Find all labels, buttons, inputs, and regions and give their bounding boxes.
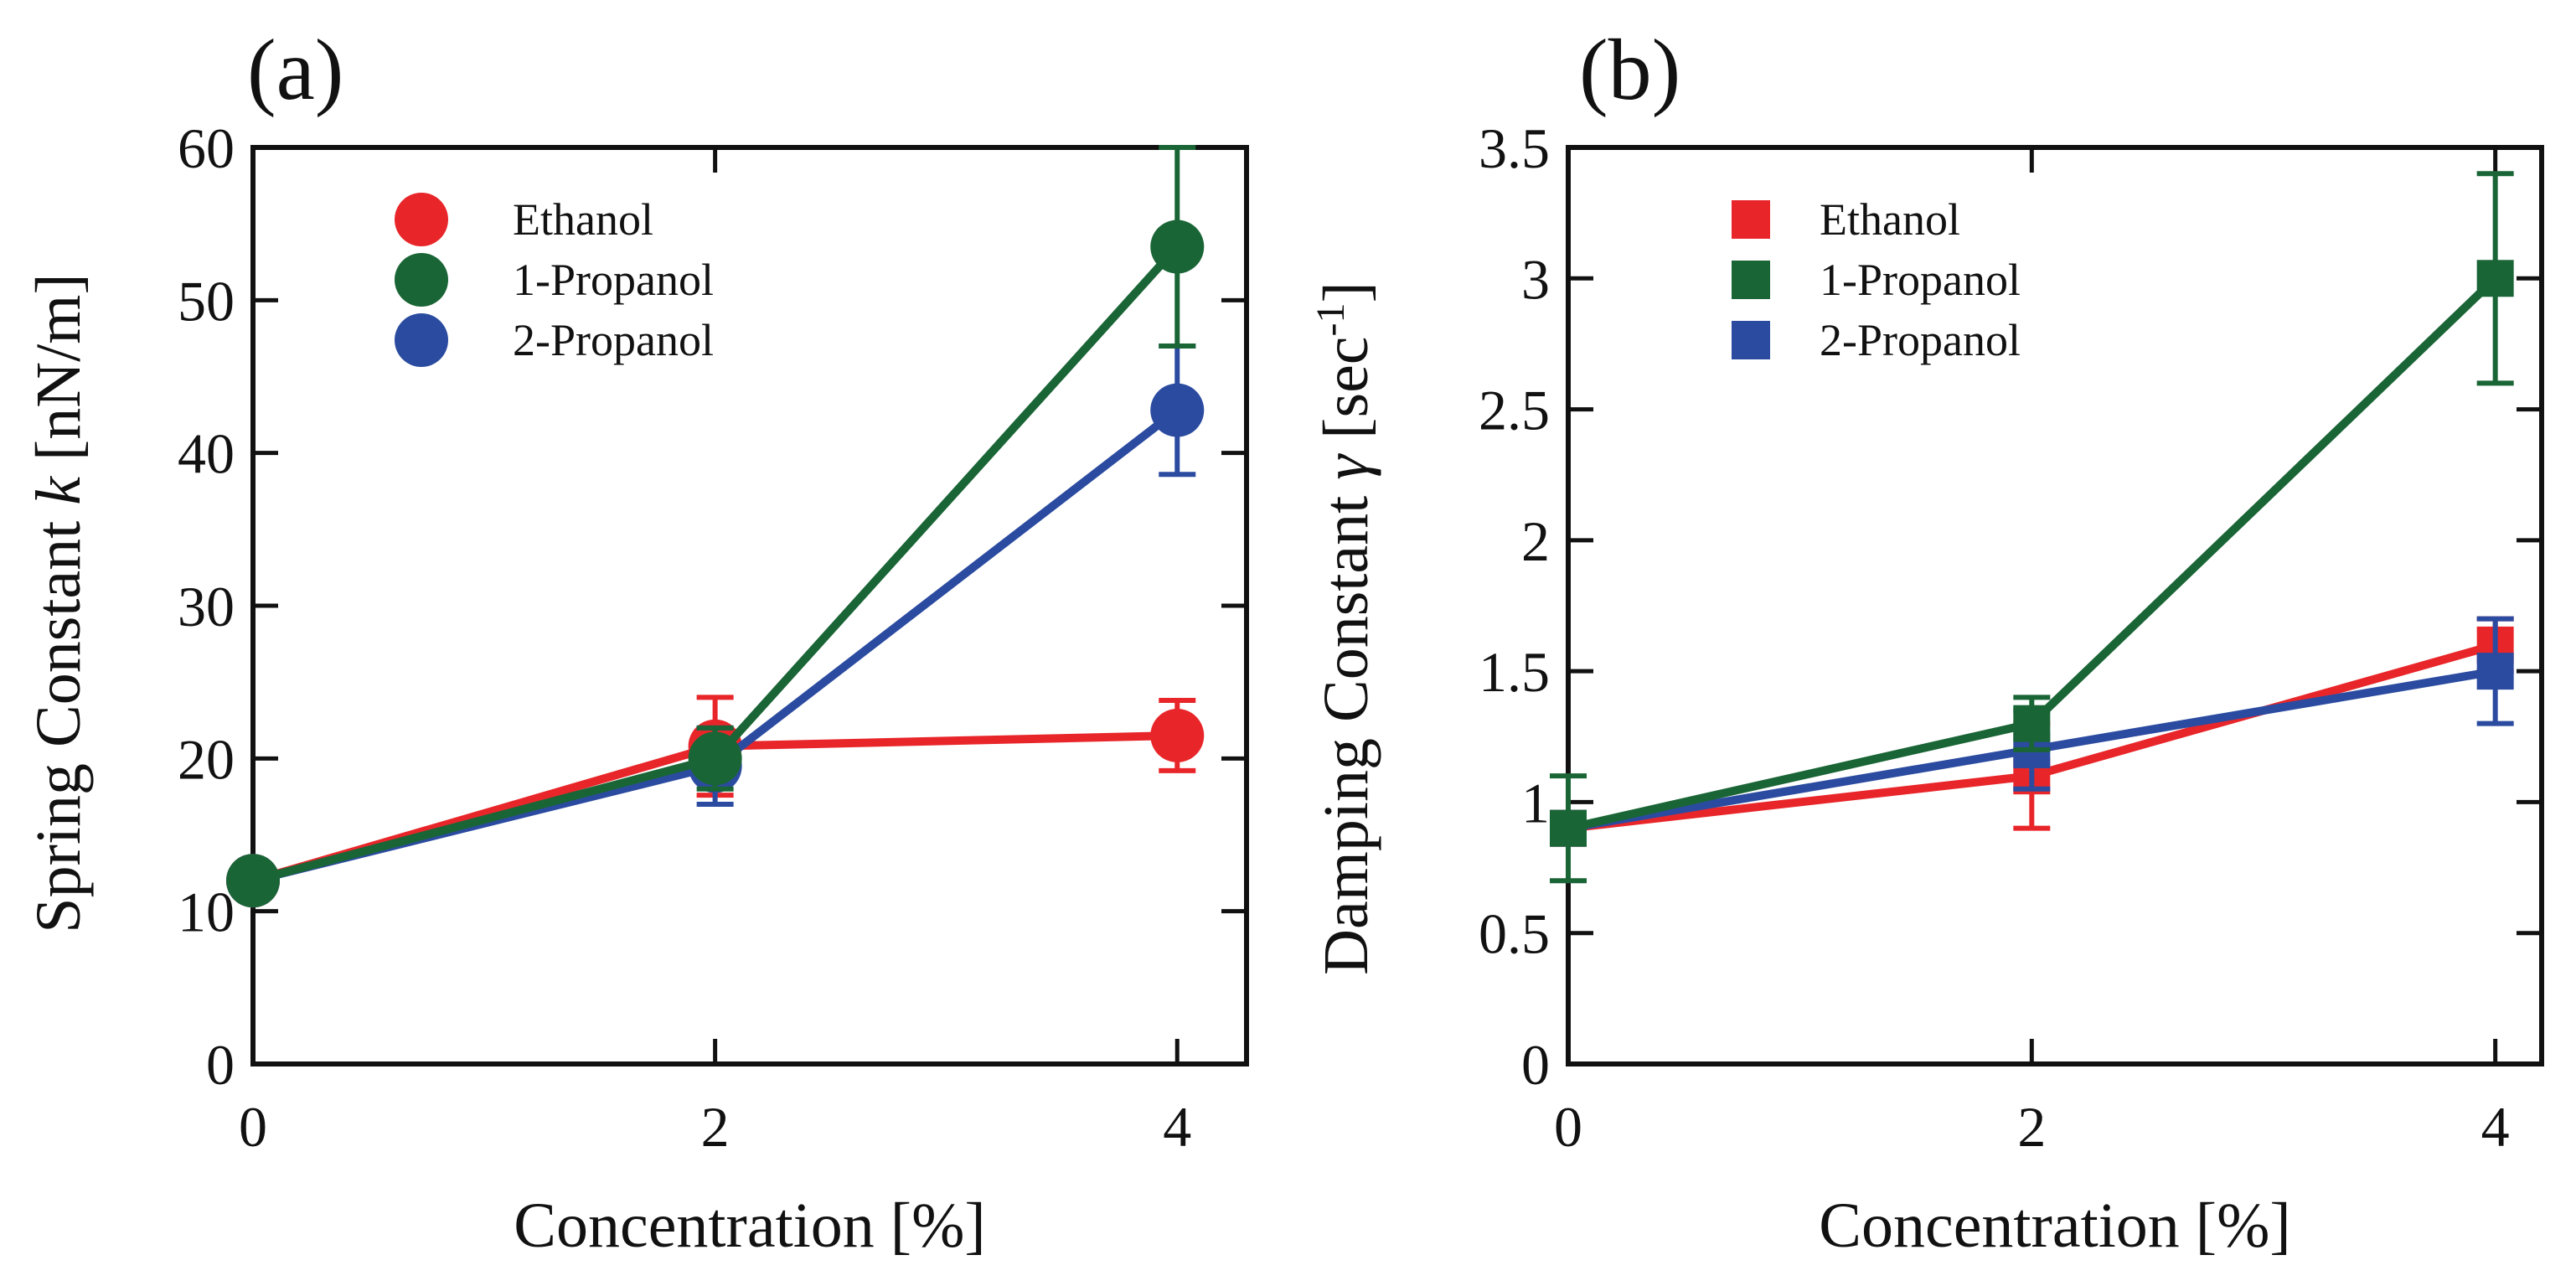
legend-label-2-propanol: 2-Propanol bbox=[1820, 315, 2021, 365]
y-tick-label: 2 bbox=[1521, 509, 1550, 573]
data-point-2-propanol bbox=[1150, 383, 1205, 437]
y-axis-title: Spring Constant k [nN/m] bbox=[23, 273, 94, 932]
legend-label-1-propanol: 1-Propanol bbox=[1820, 255, 2021, 305]
y-tick-label: 1.5 bbox=[1479, 640, 1550, 704]
x-tick-label: 0 bbox=[239, 1095, 267, 1159]
legend-marker-2-propanol bbox=[395, 313, 448, 367]
data-point-1-propanol bbox=[1550, 809, 1587, 847]
data-point-2-propanol bbox=[2476, 653, 2514, 690]
y-tick-label: 2.5 bbox=[1479, 379, 1550, 442]
y-tick-label: 1 bbox=[1521, 771, 1550, 834]
data-point-1-propanol bbox=[226, 854, 280, 908]
x-tick-label: 4 bbox=[2481, 1095, 2510, 1159]
y-tick-label: 10 bbox=[178, 881, 235, 944]
legend-label-ethanol: Ethanol bbox=[513, 194, 653, 245]
x-tick-label: 0 bbox=[1554, 1095, 1582, 1159]
x-tick-label: 2 bbox=[701, 1095, 730, 1159]
y-tick-label: 20 bbox=[178, 727, 235, 791]
panel-label: (a) bbox=[247, 22, 343, 118]
legend-marker-1-propanol bbox=[395, 253, 448, 307]
y-tick-label: 0.5 bbox=[1479, 902, 1550, 966]
panel-b: (b) 0 0.5 1 1.5 2 2.5 3 3.5 0 2 4 Concentration [%] D… bbox=[1309, 22, 2544, 1261]
data-point-1-propanol bbox=[2013, 705, 2051, 742]
y-tick-label: 40 bbox=[178, 422, 235, 486]
x-tick-label: 2 bbox=[2017, 1095, 2046, 1159]
legend-label-1-propanol: 1-Propanol bbox=[513, 255, 714, 305]
panel-label: (b) bbox=[1579, 22, 1680, 118]
y-tick-label: 30 bbox=[178, 575, 235, 638]
y-tick-label: 0 bbox=[206, 1033, 235, 1097]
y-axis-title: Damping Constant γ [sec-1] bbox=[1309, 281, 1381, 975]
data-point-1-propanol bbox=[1150, 219, 1205, 274]
data-point-1-propanol bbox=[2476, 260, 2514, 297]
x-axis-title: Concentration [%] bbox=[514, 1190, 985, 1261]
legend-marker-ethanol bbox=[1732, 200, 1770, 239]
plot-frame bbox=[1566, 145, 2544, 1067]
y-tick-label: 60 bbox=[178, 116, 235, 180]
x-tick-label: 4 bbox=[1163, 1095, 1191, 1159]
x-axis-title: Concentration [%] bbox=[1819, 1190, 2290, 1261]
y-tick-label: 3 bbox=[1521, 247, 1550, 311]
y-tick-label: 0 bbox=[1521, 1033, 1550, 1097]
data-point-ethanol bbox=[1150, 708, 1205, 762]
y-tick-label: 50 bbox=[178, 269, 235, 333]
legend-label-ethanol: Ethanol bbox=[1820, 194, 1960, 245]
y-tick-label: 3.5 bbox=[1479, 116, 1550, 180]
legend-marker-2-propanol bbox=[1732, 321, 1770, 359]
data-point-1-propanol bbox=[688, 731, 742, 786]
legend-marker-ethanol bbox=[395, 193, 448, 246]
panel-a: (a) 0 10 20 30 40 50 60 0 2 4 Concentration [%] Spri… bbox=[23, 22, 1249, 1261]
series-line-2-propanol bbox=[251, 406, 1180, 886]
legend-label-2-propanol: 2-Propanol bbox=[513, 315, 714, 365]
legend-marker-1-propanol bbox=[1732, 261, 1770, 299]
